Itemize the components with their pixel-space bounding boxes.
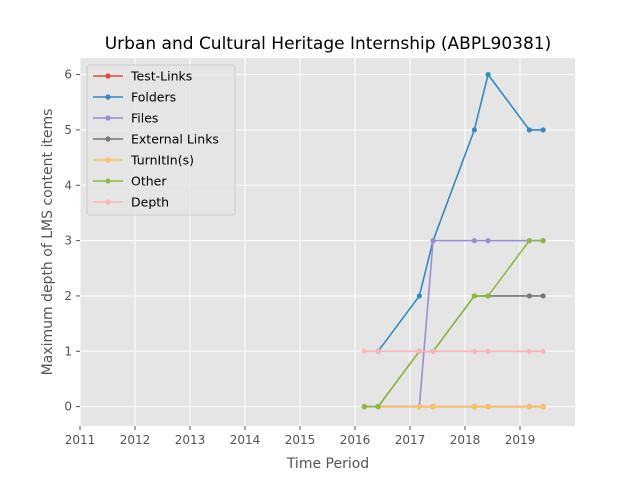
data-point <box>485 404 491 410</box>
data-point <box>485 238 491 244</box>
data-point <box>430 238 436 244</box>
data-point <box>471 127 477 133</box>
series-line-other <box>364 239 544 408</box>
data-point <box>430 404 436 410</box>
y-tick-label: 5 <box>64 123 72 137</box>
data-point <box>540 293 546 299</box>
data-point <box>471 348 477 354</box>
data-point <box>540 404 546 410</box>
data-point <box>430 348 436 354</box>
legend-marker <box>105 136 111 142</box>
data-point <box>526 127 532 133</box>
data-point <box>540 127 546 133</box>
y-tick-label: 2 <box>64 289 72 303</box>
x-axis-ticks: 2011 2012 2013 2014 2015 2016 2017 2018 2019 <box>65 426 536 447</box>
x-axis-label: Time Period <box>286 456 369 472</box>
data-point <box>361 404 367 410</box>
legend-item: Files <box>93 111 158 126</box>
legend-marker <box>105 73 111 79</box>
x-tick-label: 2019 <box>505 433 536 447</box>
data-point <box>471 404 477 410</box>
data-point <box>485 72 491 78</box>
data-point <box>485 348 491 354</box>
legend-marker <box>105 178 111 184</box>
data-point <box>375 348 381 354</box>
legend-item: Other <box>93 174 167 189</box>
legend-label: Files <box>131 111 158 126</box>
series-depth <box>361 348 546 354</box>
data-point <box>526 238 532 244</box>
chart-title: Urban and Cultural Heritage Internship (… <box>105 34 552 54</box>
data-point <box>416 404 422 410</box>
legend-marker <box>105 157 111 163</box>
legend-item: TurnItIn(s) <box>93 153 194 168</box>
data-point <box>540 348 546 354</box>
y-tick-label: 4 <box>64 178 72 192</box>
data-point <box>471 238 477 244</box>
y-tick-label: 1 <box>64 344 72 358</box>
data-point <box>375 404 381 410</box>
data-point <box>361 348 367 354</box>
data-point <box>471 293 477 299</box>
legend-label: External Links <box>131 132 219 147</box>
legend-label: Test-Links <box>130 69 192 84</box>
y-tick-label: 3 <box>64 234 72 248</box>
legend: Test-Links Folders Files External Links Turn… <box>86 64 236 216</box>
legend-label: TurnItIn(s) <box>130 153 194 168</box>
legend-marker <box>105 94 111 100</box>
x-tick-label: 2016 <box>340 433 371 447</box>
x-tick-label: 2013 <box>175 433 206 447</box>
y-axis-label: Maximum depth of LMS content items <box>40 109 56 376</box>
legend-item: Depth <box>93 195 169 210</box>
x-tick-label: 2017 <box>395 433 426 447</box>
legend-box <box>86 64 236 216</box>
legend-item: Folders <box>93 90 176 105</box>
x-tick-label: 2014 <box>230 433 261 447</box>
legend-item: Test-Links <box>93 69 192 84</box>
x-tick-label: 2015 <box>285 433 316 447</box>
legend-item: External Links <box>93 132 219 147</box>
legend-label: Depth <box>131 195 169 210</box>
data-point <box>526 404 532 410</box>
x-tick-label: 2018 <box>450 433 481 447</box>
data-point <box>485 293 491 299</box>
x-tick-label: 2012 <box>120 433 151 447</box>
y-tick-label: 0 <box>64 400 72 414</box>
data-point <box>540 238 546 244</box>
data-point <box>416 293 422 299</box>
data-point <box>526 348 532 354</box>
data-point <box>416 348 422 354</box>
legend-marker <box>105 199 111 205</box>
y-axis-ticks: 0 1 2 3 4 5 6 <box>64 68 80 414</box>
y-tick-label: 6 <box>64 68 72 82</box>
x-tick-label: 2011 <box>65 433 96 447</box>
legend-label: Other <box>131 174 167 189</box>
series-layer <box>361 72 546 410</box>
legend-label: Folders <box>131 90 176 105</box>
data-point <box>526 293 532 299</box>
legend-marker <box>105 115 111 121</box>
